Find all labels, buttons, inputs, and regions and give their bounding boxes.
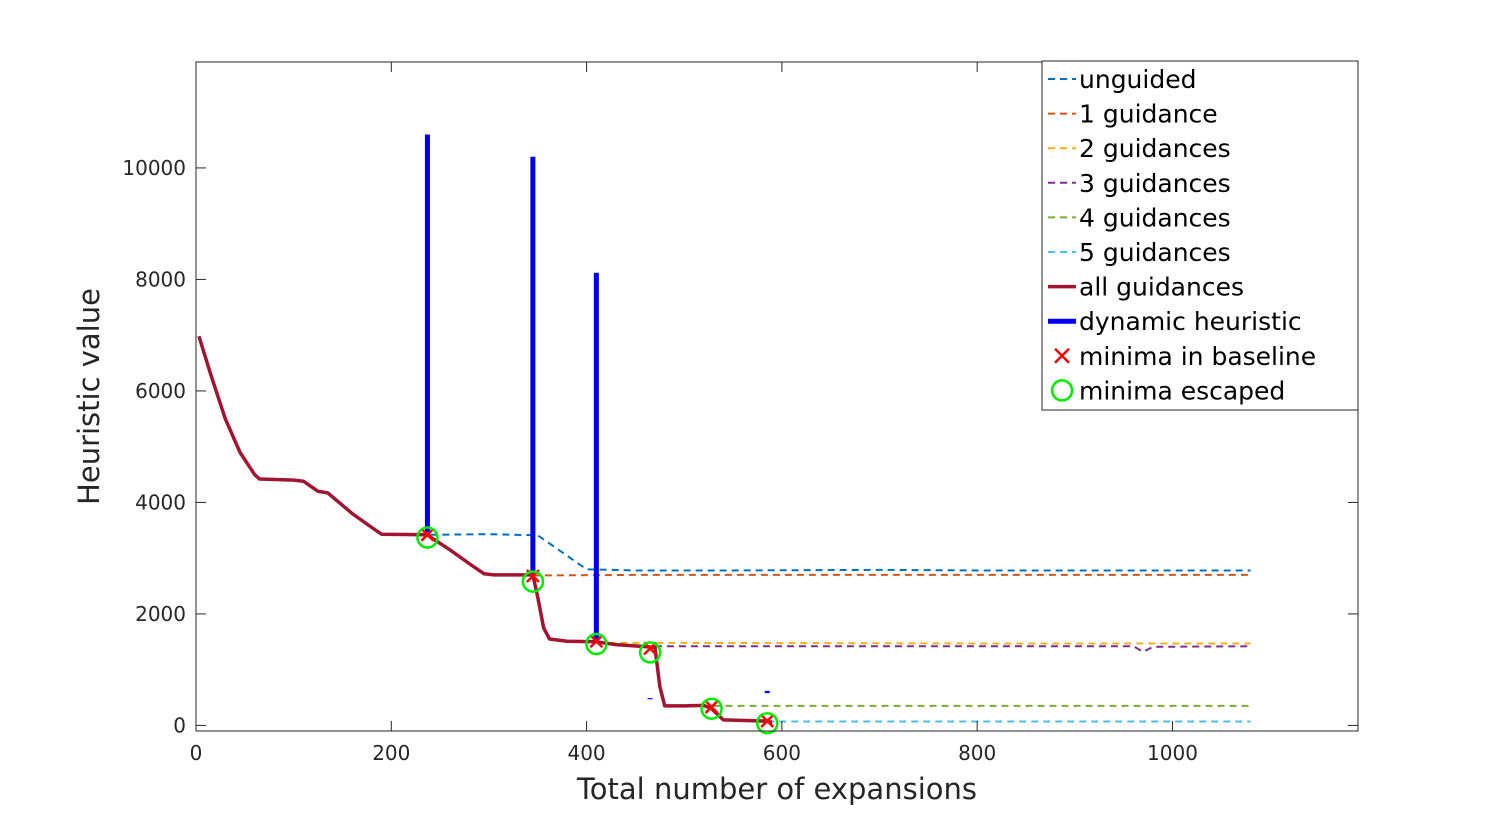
unguided-series	[430, 533, 1251, 572]
x-tick-label: 1000	[1147, 741, 1198, 765]
x-tick-label: 600	[763, 741, 801, 765]
minima-escaped-marker	[638, 641, 662, 664]
legend-item: minima in baseline	[1054, 342, 1316, 371]
2-guidances-series	[596, 641, 1251, 645]
legend-item: 4 guidances	[1048, 203, 1231, 232]
legend-swatch	[1054, 347, 1070, 364]
minima-escaped-marker	[521, 570, 545, 593]
y-tick-label: 0	[173, 713, 186, 737]
legend-item: 3 guidances	[1048, 169, 1231, 198]
y-tick-label: 4000	[135, 490, 186, 514]
y-tick-label: 8000	[135, 267, 186, 291]
minima-escaped-marker	[416, 526, 439, 549]
legend-label: minima escaped	[1079, 376, 1285, 405]
minima-in-baseline-marker	[760, 714, 775, 728]
legend-label: dynamic heuristic	[1079, 307, 1302, 336]
1-guidance-series	[532, 573, 1251, 577]
x-tick-label: 800	[958, 741, 996, 765]
y-axis-label: Heuristic value	[72, 288, 106, 505]
cross-stroke	[420, 527, 435, 542]
minima-in-baseline-marker	[704, 700, 719, 714]
legend-label: all guidances	[1079, 273, 1244, 302]
legend-label: 5 guidances	[1079, 238, 1231, 267]
legend-label: 3 guidances	[1079, 169, 1231, 198]
legend-item: unguided	[1048, 65, 1196, 94]
legend-item: minima escaped	[1050, 376, 1285, 405]
legend-item: dynamic heuristic	[1048, 307, 1302, 336]
minima-escaped-marker	[755, 711, 779, 735]
legend-item: 1 guidance	[1048, 100, 1218, 129]
all-guidances-series	[197, 335, 773, 724]
legend-item: 5 guidances	[1048, 238, 1231, 267]
legend-label: unguided	[1079, 65, 1196, 94]
cross-stroke	[704, 700, 719, 714]
legend-item: all guidances	[1048, 273, 1244, 302]
minima-escaped-marker	[585, 632, 608, 656]
cross-stroke	[589, 634, 604, 649]
minima-in-baseline-marker	[420, 527, 435, 542]
legend-label: 4 guidances	[1079, 203, 1231, 232]
minima-escaped-marker	[700, 697, 723, 720]
cross-stroke	[760, 714, 775, 728]
3-guidances-series	[654, 645, 1251, 653]
legend-label: 1 guidance	[1079, 100, 1218, 129]
legend-item: 2 guidances	[1048, 134, 1231, 163]
y-tick-label: 6000	[135, 379, 186, 403]
legend-label: minima in baseline	[1079, 342, 1316, 371]
legend-label: 2 guidances	[1079, 134, 1231, 163]
y-tick-label: 2000	[135, 602, 186, 626]
legend-box	[1041, 60, 1359, 411]
x-tick-label: 0	[190, 741, 203, 765]
x-tick-label: 200	[372, 741, 410, 765]
x-axis-label: Total number of expansions	[576, 772, 977, 806]
legend-swatch	[1050, 379, 1074, 402]
plot-area	[197, 134, 1251, 735]
legend: unguided 1 guidance 2 guidances 3 guidances…	[1041, 60, 1359, 411]
x-tick-label: 400	[567, 741, 605, 765]
y-tick-label: 10000	[122, 156, 186, 180]
minima-in-baseline-marker	[589, 634, 604, 649]
